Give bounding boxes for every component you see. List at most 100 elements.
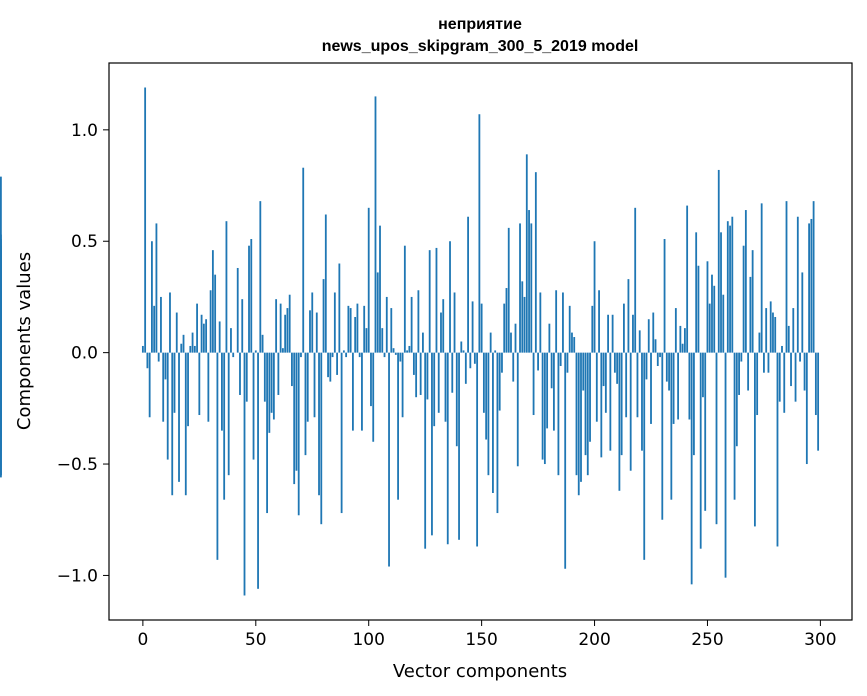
bar — [399, 352, 402, 362]
bar — [338, 263, 341, 353]
bar — [422, 332, 424, 353]
bar — [367, 207, 370, 353]
bar — [415, 352, 418, 398]
bar — [516, 352, 519, 467]
bar — [433, 352, 436, 427]
bar — [385, 296, 388, 353]
bar — [571, 332, 573, 353]
bar — [302, 167, 305, 353]
bar — [202, 323, 205, 353]
bar — [160, 296, 162, 353]
bar — [442, 299, 445, 353]
bar — [182, 334, 185, 353]
bar — [817, 352, 820, 451]
bar — [144, 87, 147, 353]
bar — [392, 348, 395, 353]
bar — [0, 352, 2, 476]
bar — [510, 332, 512, 353]
bar — [376, 272, 379, 353]
bar — [169, 292, 171, 353]
bar — [417, 290, 420, 353]
bar — [557, 352, 560, 476]
bar — [261, 334, 264, 353]
bar — [198, 352, 201, 416]
bar — [141, 345, 144, 353]
bar — [548, 323, 551, 353]
bar — [293, 352, 296, 485]
bar — [223, 352, 226, 500]
bar — [162, 352, 165, 422]
bar — [146, 352, 149, 369]
bar — [814, 352, 817, 416]
bar — [345, 352, 348, 358]
bar — [636, 352, 639, 418]
bar — [306, 352, 309, 422]
bar — [742, 245, 745, 353]
bar — [440, 312, 442, 353]
bar — [611, 314, 614, 353]
bar — [792, 308, 795, 353]
y-tick-label: 0.0 — [71, 344, 98, 364]
bar — [613, 352, 616, 373]
bar — [241, 299, 244, 353]
bar — [749, 276, 752, 353]
bar — [629, 352, 632, 471]
bar — [257, 352, 259, 589]
bar — [600, 352, 603, 458]
bar — [374, 96, 377, 353]
bar — [808, 223, 810, 353]
y-axis-label: Components values — [14, 252, 35, 430]
bar — [286, 308, 289, 353]
bar — [390, 308, 393, 353]
bar — [550, 352, 553, 389]
bar — [408, 345, 411, 353]
x-tick-label: 250 — [691, 630, 723, 650]
bar — [776, 352, 779, 547]
bar — [361, 352, 363, 431]
bar — [656, 352, 659, 367]
bar — [322, 279, 325, 353]
bar — [460, 341, 463, 353]
bar — [218, 321, 221, 353]
bar — [451, 352, 454, 393]
bar — [498, 352, 501, 411]
bar — [668, 352, 670, 391]
bar — [354, 316, 357, 353]
bar — [763, 352, 765, 373]
bar — [304, 352, 307, 456]
bar — [598, 290, 600, 353]
bar — [424, 352, 427, 549]
bar — [476, 352, 479, 547]
bar — [620, 352, 623, 456]
y-tick-label: 0.5 — [71, 232, 98, 252]
bar — [521, 281, 524, 353]
bar — [164, 352, 167, 380]
bar — [546, 352, 549, 429]
bar — [541, 352, 544, 460]
bar — [352, 352, 354, 431]
bar — [681, 343, 684, 353]
bar — [151, 241, 153, 353]
bar — [157, 352, 160, 362]
bar — [358, 352, 361, 358]
bar — [699, 352, 702, 549]
bar — [270, 352, 273, 413]
bar — [333, 292, 336, 353]
bar — [562, 292, 564, 353]
bar — [196, 303, 198, 353]
bar — [769, 301, 772, 353]
bar — [589, 352, 591, 442]
bar — [645, 352, 648, 380]
bar — [523, 296, 526, 353]
bar — [279, 303, 282, 353]
bar — [0, 334, 2, 353]
bar — [805, 352, 808, 465]
bar — [627, 279, 630, 353]
bar — [577, 352, 580, 496]
bar — [473, 352, 476, 364]
bar — [794, 352, 797, 402]
bar — [564, 352, 567, 569]
bar — [363, 305, 366, 353]
bar — [482, 352, 485, 413]
